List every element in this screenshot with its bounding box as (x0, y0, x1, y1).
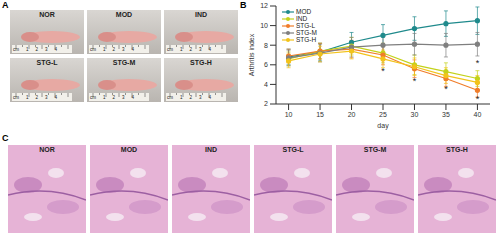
html-text:2: 2 (189, 47, 192, 52)
html-text:4: 4 (54, 95, 58, 100)
html-text:STG-H: STG-H (296, 36, 317, 43)
html-text:1: 1 (26, 95, 29, 100)
svg-text:8: 8 (264, 42, 268, 49)
html-text:4: 4 (54, 47, 58, 52)
html-text:2: 2 (112, 47, 115, 52)
html-text:4: 4 (131, 95, 135, 100)
html-text:3: 3 (122, 47, 125, 52)
svg-text:*: * (413, 76, 417, 86)
html-text:1: 1 (180, 95, 183, 100)
html-text:2: 2 (35, 95, 38, 100)
html-text:STG-L: STG-L (282, 146, 304, 153)
html-text:IND: IND (205, 146, 217, 153)
html-text:NOR: NOR (39, 146, 55, 153)
html-text:1: 1 (103, 95, 106, 100)
html-text:2: 2 (189, 95, 192, 100)
svg-text:day: day (377, 122, 389, 130)
html-text:STG-M: STG-M (363, 146, 387, 153)
html-text:STG-M: STG-M (296, 29, 317, 36)
html-text:MOD: MOD (120, 146, 138, 153)
html-text:1: 1 (180, 47, 183, 52)
svg-text:10: 10 (285, 111, 293, 118)
html-text:cm: cm (90, 95, 96, 100)
html-text:C: C (2, 133, 9, 143)
svg-text:*: * (381, 66, 385, 76)
html-text:IND: IND (195, 11, 207, 18)
svg-text:40: 40 (474, 111, 482, 118)
html-text:3: 3 (199, 47, 202, 52)
svg-text:6: 6 (264, 61, 268, 68)
html-text:MOD: MOD (296, 8, 312, 15)
svg-text:*: * (476, 58, 480, 68)
svg-text:4: 4 (264, 81, 268, 88)
svg-text:35: 35 (442, 111, 450, 118)
html-text:2: 2 (35, 47, 38, 52)
html-text:A: A (2, 0, 9, 10)
html-text:cm: cm (167, 47, 173, 52)
html-text:cm: cm (13, 47, 19, 52)
html-text:3: 3 (45, 47, 48, 52)
svg-text:*: * (444, 84, 448, 94)
html-text:4: 4 (208, 47, 212, 52)
html-text:1: 1 (26, 47, 29, 52)
svg-text:30: 30 (411, 111, 419, 118)
html-text:STG-M: STG-M (112, 59, 136, 66)
html-text:4: 4 (208, 95, 212, 100)
svg-text:*: * (476, 94, 480, 104)
html-text:STG-H: STG-H (190, 59, 212, 66)
html-text:3: 3 (122, 95, 125, 100)
svg-text:20: 20 (348, 111, 356, 118)
html-text:cm: cm (90, 47, 96, 52)
svg-text:2: 2 (264, 100, 268, 107)
svg-text:25: 25 (379, 111, 387, 118)
html-text:3: 3 (199, 95, 202, 100)
html-text:cm: cm (13, 95, 19, 100)
html-text:2: 2 (112, 95, 115, 100)
svg-text:12: 12 (260, 2, 268, 9)
html-text:NOR: NOR (39, 11, 55, 18)
html-text:3: 3 (45, 95, 48, 100)
html-text:4: 4 (131, 47, 135, 52)
html-text:B: B (240, 0, 247, 10)
html-text:MOD: MOD (115, 11, 133, 18)
html-text:STG-L: STG-L (296, 22, 316, 29)
html-text:cm: cm (167, 95, 173, 100)
html-text:1: 1 (103, 47, 106, 52)
svg-text:Arthritis index: Arthritis index (248, 33, 255, 76)
html-text:IND: IND (296, 15, 308, 22)
html-text:STG-H: STG-H (446, 146, 468, 153)
svg-text:10: 10 (260, 22, 268, 29)
svg-text:15: 15 (316, 111, 324, 118)
html-text:STG-L: STG-L (36, 59, 58, 66)
